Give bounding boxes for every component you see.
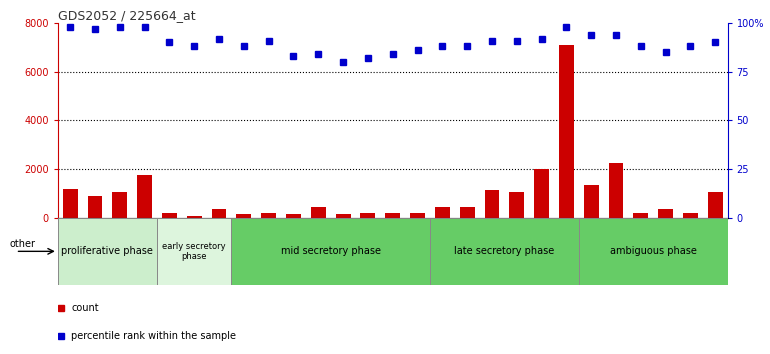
Text: count: count	[71, 303, 99, 313]
Bar	[460, 207, 474, 218]
Text: GDS2052 / 225664_at: GDS2052 / 225664_at	[58, 9, 196, 22]
Bar	[311, 207, 326, 218]
Bar	[634, 213, 648, 218]
Bar	[683, 213, 698, 218]
Bar	[112, 192, 127, 218]
Bar	[484, 190, 500, 218]
Bar	[435, 207, 450, 218]
Bar	[430, 218, 579, 285]
Bar	[336, 214, 350, 218]
Bar	[608, 163, 624, 218]
Bar	[410, 213, 425, 218]
Bar	[212, 209, 226, 218]
Bar	[157, 218, 232, 285]
Bar	[579, 218, 728, 285]
Bar	[286, 214, 301, 218]
Text: late secretory phase: late secretory phase	[454, 246, 554, 256]
Text: percentile rank within the sample: percentile rank within the sample	[71, 331, 236, 341]
Text: mid secretory phase: mid secretory phase	[281, 246, 380, 256]
Bar	[137, 175, 152, 218]
Text: proliferative phase: proliferative phase	[62, 246, 153, 256]
Bar	[385, 213, 400, 218]
Bar	[58, 218, 157, 285]
Bar	[232, 218, 430, 285]
Bar	[360, 213, 375, 218]
Bar	[658, 209, 673, 218]
Text: other: other	[9, 239, 35, 249]
Bar	[236, 214, 251, 218]
Text: ambiguous phase: ambiguous phase	[610, 246, 697, 256]
Bar	[62, 188, 78, 218]
Bar	[559, 45, 574, 218]
Bar	[162, 213, 177, 218]
Bar	[187, 217, 202, 218]
Bar	[261, 213, 276, 218]
Text: early secretory
phase: early secretory phase	[162, 242, 226, 261]
Bar	[708, 192, 723, 218]
Bar	[88, 196, 102, 218]
Bar	[584, 185, 598, 218]
Bar	[534, 169, 549, 218]
Bar	[509, 192, 524, 218]
